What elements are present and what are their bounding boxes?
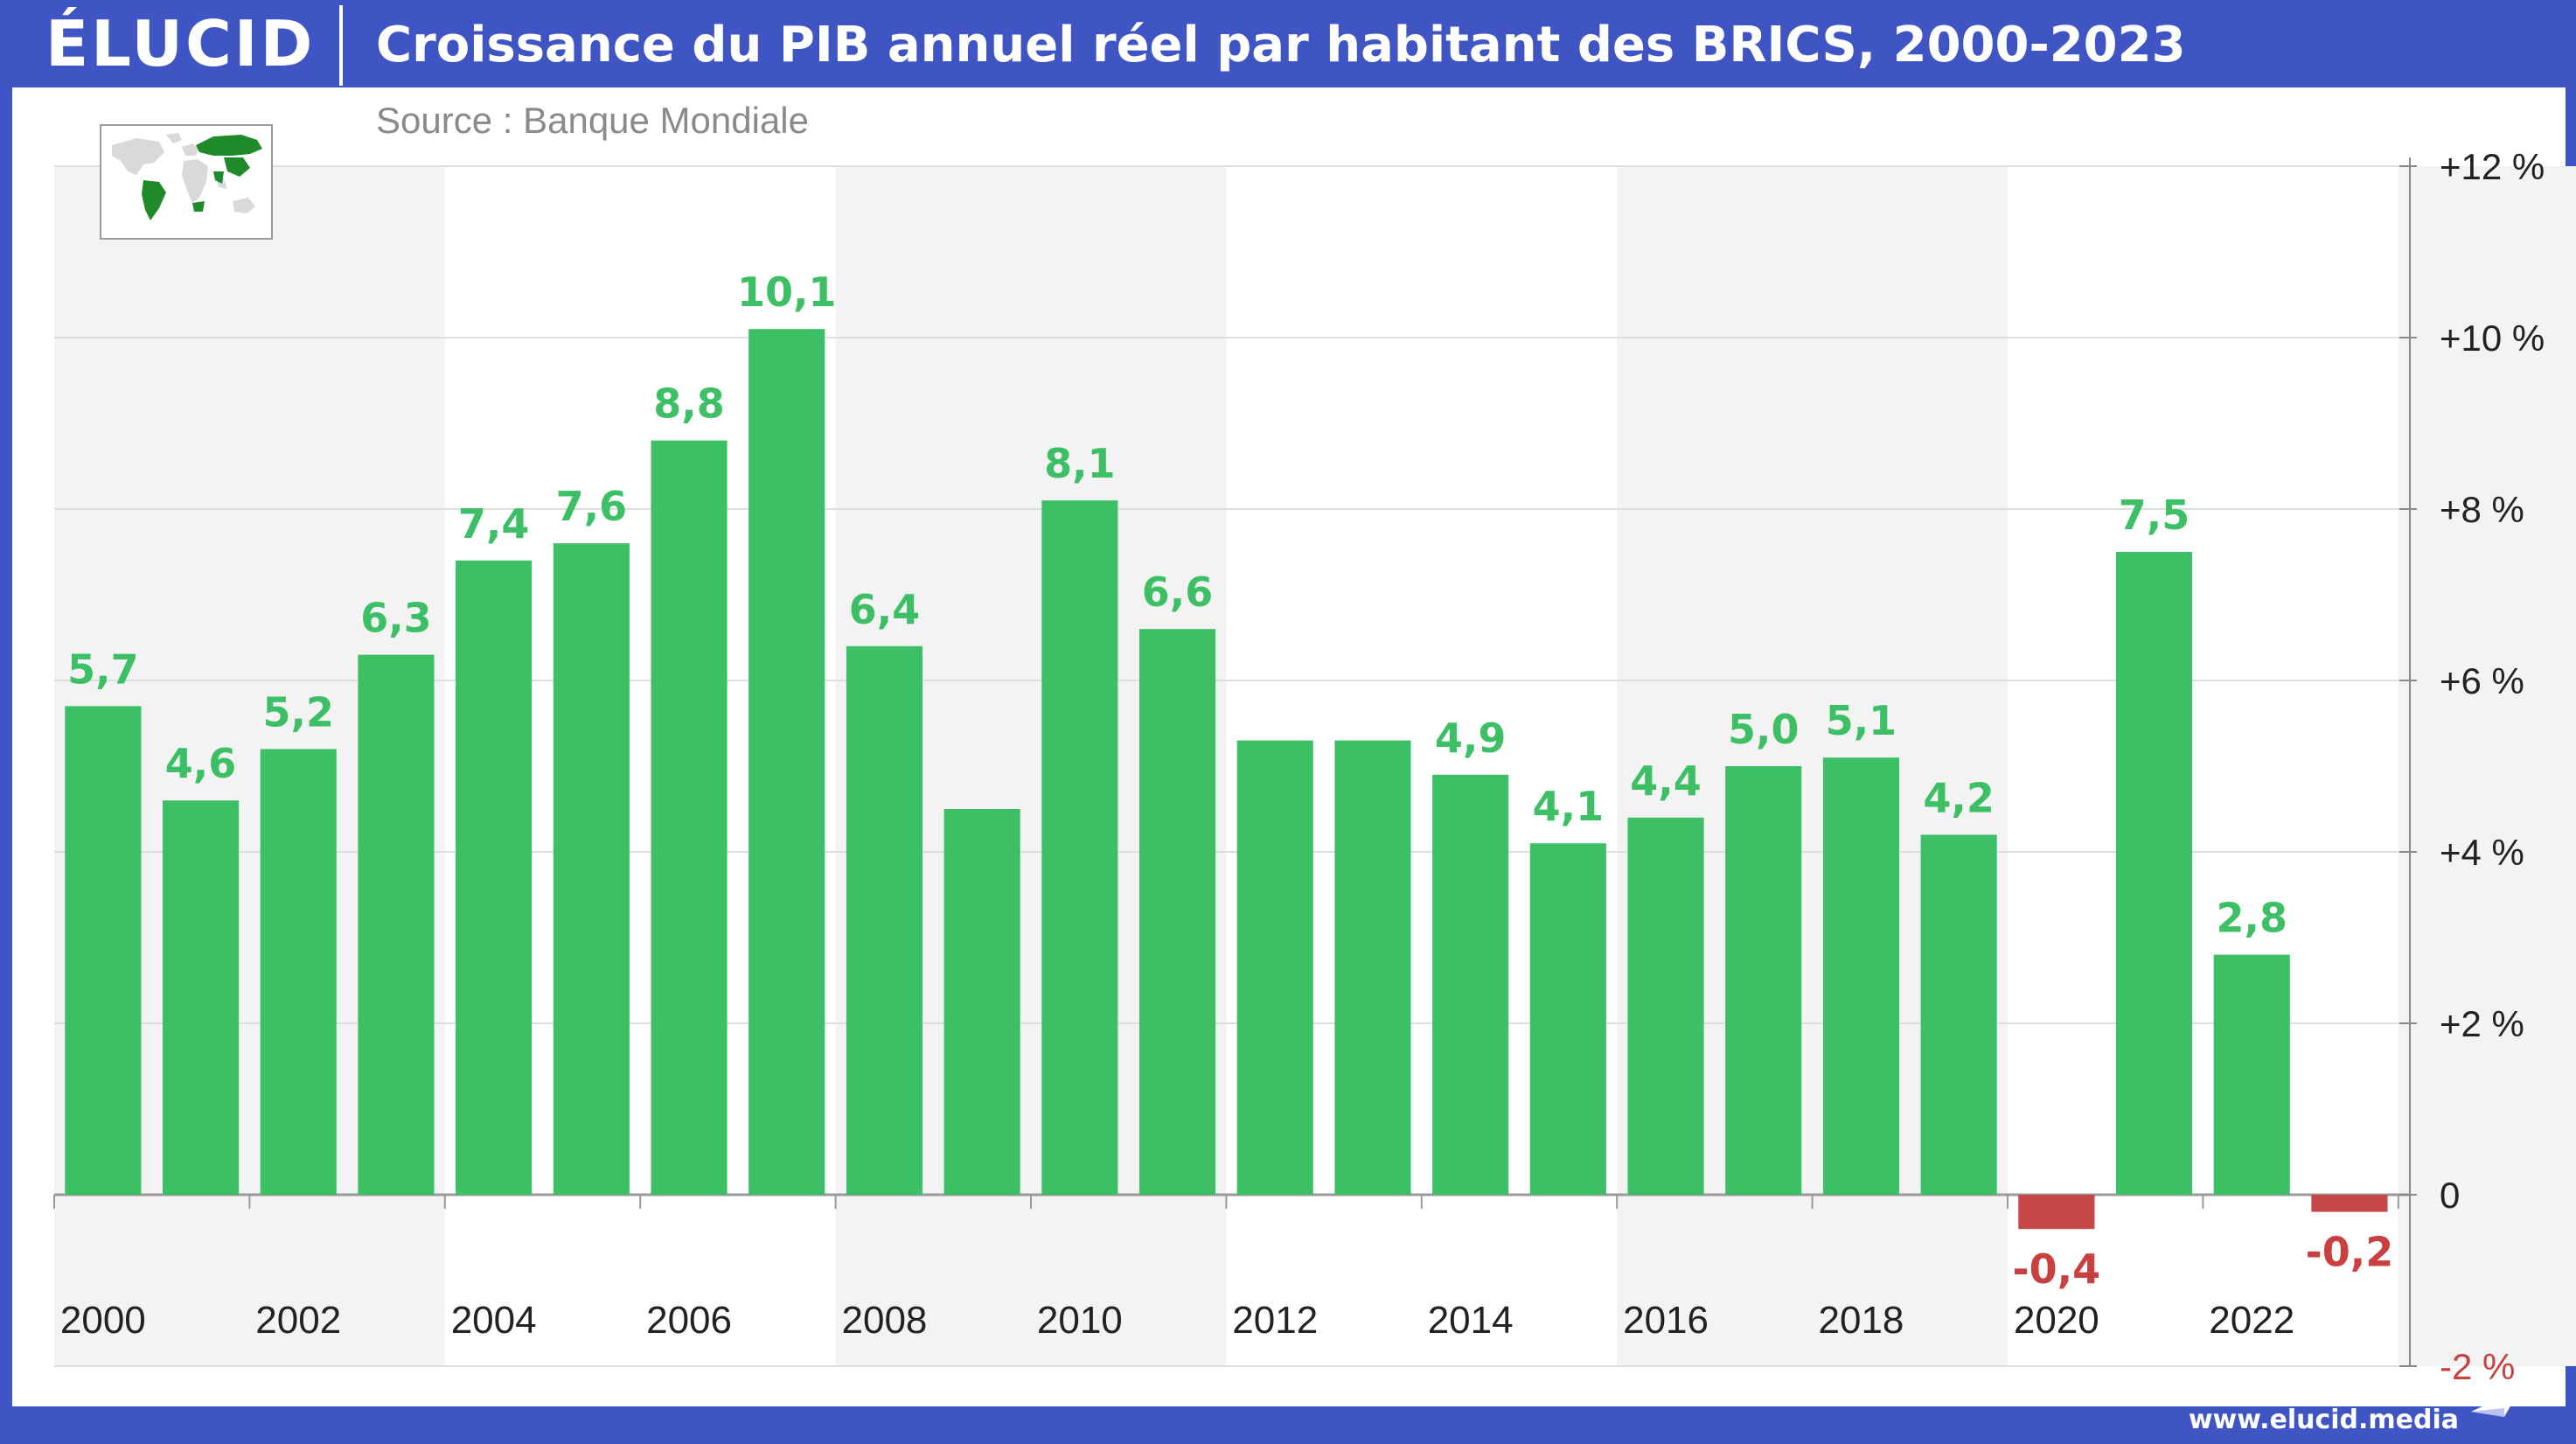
x-tick-label: 2008 — [842, 1299, 928, 1342]
bar-2012 — [1236, 740, 1313, 1195]
bar-2007 — [748, 329, 825, 1195]
bar-value-label: -0,4 — [2013, 1245, 2101, 1293]
bar-2010 — [1041, 500, 1118, 1195]
bar-2003 — [358, 654, 435, 1195]
header-bar: ÉLUCID Croissance du PIB annuel réel par… — [0, 0, 2576, 87]
bar-2019 — [1920, 834, 1997, 1195]
bar-2016 — [1627, 817, 1704, 1195]
bar-value-label: -0,2 — [2306, 1229, 2394, 1276]
map-land — [112, 133, 255, 213]
x-tick-label: 2020 — [2014, 1299, 2099, 1342]
bar-value-label: 5,1 — [1826, 697, 1897, 744]
x-tick-label: 2016 — [1623, 1299, 1709, 1342]
bar-2018 — [1822, 757, 1900, 1195]
bar-2008 — [846, 645, 923, 1195]
y-tick-label: -2 % — [2440, 1346, 2515, 1387]
map-brics-highlight — [142, 135, 262, 220]
bar-2023 — [2311, 1195, 2388, 1212]
bar-2017 — [1725, 766, 1802, 1195]
y-tick-label: +12 % — [2440, 146, 2545, 187]
bar-2006 — [651, 440, 728, 1196]
y-tick-label: +6 % — [2440, 660, 2524, 701]
x-tick-label: 2010 — [1037, 1299, 1123, 1342]
x-tick-label: 2000 — [60, 1299, 146, 1342]
bar-2020 — [2018, 1195, 2095, 1230]
bar-2013 — [1334, 740, 1411, 1195]
bar-value-label: 7,6 — [556, 483, 628, 530]
bar-2009 — [943, 809, 1020, 1195]
bar-value-label: 7,4 — [458, 500, 530, 548]
chart-axes: +12 % +10 % +8 % +6 % +4 % +2 % 0 -2 % 2000 2002 2… — [53, 146, 2545, 1387]
y-tick-label: 0 — [2440, 1175, 2460, 1216]
bar-2022 — [2213, 954, 2290, 1195]
chart-bars — [65, 329, 2388, 1230]
bar-2000 — [65, 706, 142, 1195]
world-map-brics-icon — [100, 124, 273, 240]
background-band — [2398, 166, 2576, 1366]
bar-value-label: 4,1 — [1533, 783, 1605, 830]
bar-value-label: 4,4 — [1630, 757, 1702, 805]
bar-2004 — [456, 560, 533, 1195]
bar-2015 — [1529, 843, 1606, 1195]
bar-2002 — [260, 749, 337, 1195]
bar-2005 — [553, 543, 630, 1195]
x-tick-label: 2002 — [255, 1299, 341, 1342]
x-tick-label: 2014 — [1428, 1299, 1514, 1342]
bar-value-label: 8,1 — [1044, 440, 1116, 487]
x-tick-label: 2012 — [1232, 1299, 1318, 1342]
bar-2011 — [1138, 629, 1216, 1195]
chart-title: Croissance du PIB annuel réel par habita… — [376, 17, 2186, 73]
bar-value-label: 4,6 — [165, 740, 237, 787]
logo-divider — [339, 5, 343, 86]
footer-url[interactable]: www.elucid.media — [2188, 1405, 2459, 1435]
bar-value-label: 5,7 — [67, 645, 139, 693]
y-tick-label: +10 % — [2440, 317, 2545, 359]
x-tick-label: 2004 — [451, 1299, 537, 1342]
bar-value-label: 2,8 — [2217, 895, 2288, 942]
bar-value-label: 7,5 — [2119, 492, 2190, 539]
bar-value-label: 6,4 — [849, 586, 921, 633]
bar-2001 — [162, 800, 240, 1195]
bar-2014 — [1432, 774, 1509, 1195]
elucid-logo: ÉLUCID — [45, 7, 316, 80]
x-tick-label: 2018 — [1819, 1299, 1904, 1342]
x-tick-label: 2006 — [646, 1299, 732, 1342]
y-tick-label: +8 % — [2440, 489, 2524, 530]
bar-2021 — [2115, 552, 2193, 1195]
x-tick-label: 2022 — [2209, 1299, 2294, 1342]
bar-value-label: 6,6 — [1142, 569, 1214, 616]
bar-value-label: 4,9 — [1435, 715, 1507, 762]
chart-data-labels: 5,7 4,6 5,2 6,3 7,4 7,6 8,8 10,1 6,4 8,1 6,6 4,9 4,1… — [67, 269, 2393, 1293]
bar-value-label: 5,0 — [1728, 706, 1800, 753]
bar-value-label: 6,3 — [360, 595, 432, 642]
bar-value-label: 10,1 — [737, 269, 837, 316]
bar-value-label: 5,2 — [263, 688, 335, 736]
source-note: Source : Banque Mondiale — [376, 100, 809, 141]
bar-value-label: 4,2 — [1923, 774, 1995, 821]
bar-value-label: 8,8 — [653, 380, 725, 428]
y-tick-label: +4 % — [2440, 832, 2524, 873]
chart-gridlines — [54, 165, 2410, 1367]
paper-plane-icon — [2471, 1389, 2520, 1417]
y-tick-label: +2 % — [2440, 1003, 2524, 1044]
